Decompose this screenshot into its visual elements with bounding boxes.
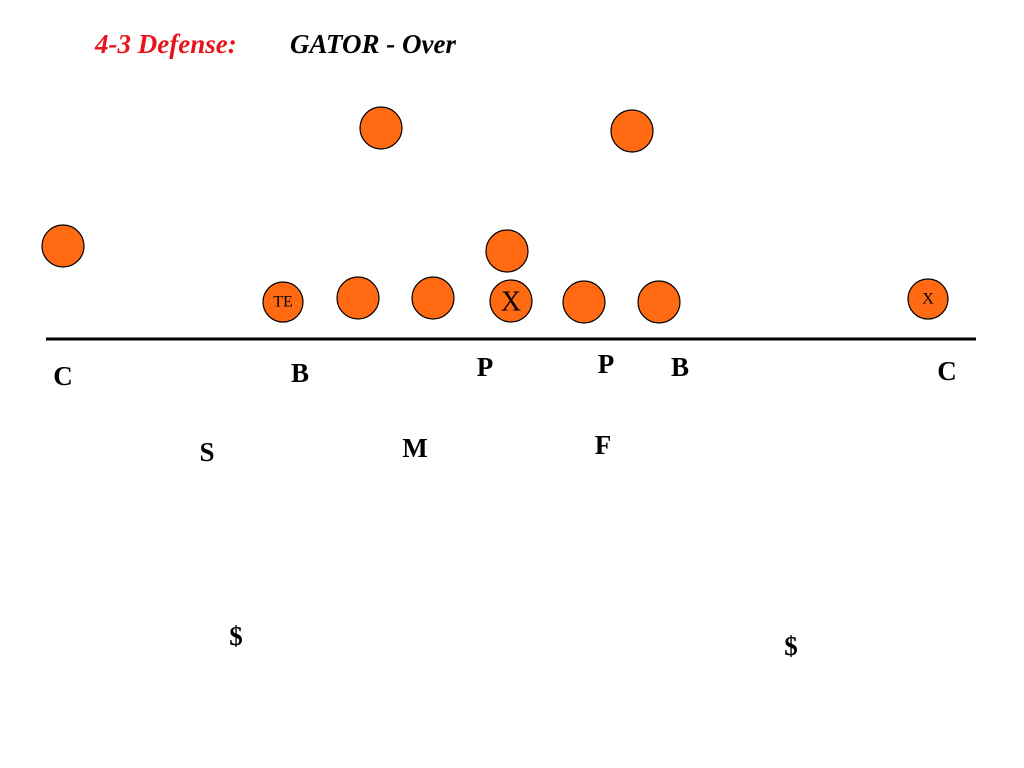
offense-player — [637, 280, 681, 324]
defender: S — [199, 437, 214, 467]
player-label: TE — [273, 294, 293, 311]
defender: P — [477, 352, 494, 382]
title-prefix: 4-3 Defense: — [94, 29, 237, 59]
offense-player — [562, 280, 606, 324]
defender: P — [598, 349, 615, 379]
offense-player — [262, 281, 304, 323]
offense-player — [489, 279, 533, 323]
player-label: X — [922, 291, 934, 308]
offense-player — [610, 109, 654, 153]
defender: C — [937, 356, 957, 386]
defender: $ — [229, 621, 243, 651]
defender: $ — [784, 631, 798, 661]
title-name: GATOR - Over — [290, 29, 456, 59]
offense-player — [485, 229, 529, 273]
defender: B — [291, 358, 309, 388]
player-label: X — [501, 287, 521, 318]
offense-player — [411, 276, 455, 320]
offense-player — [907, 278, 949, 320]
offense-player — [41, 224, 85, 268]
offense-player — [336, 276, 380, 320]
offense-player — [359, 106, 403, 150]
defender: B — [671, 352, 689, 382]
defender: F — [595, 430, 612, 460]
defender: C — [53, 361, 73, 391]
defender: M — [402, 433, 427, 463]
